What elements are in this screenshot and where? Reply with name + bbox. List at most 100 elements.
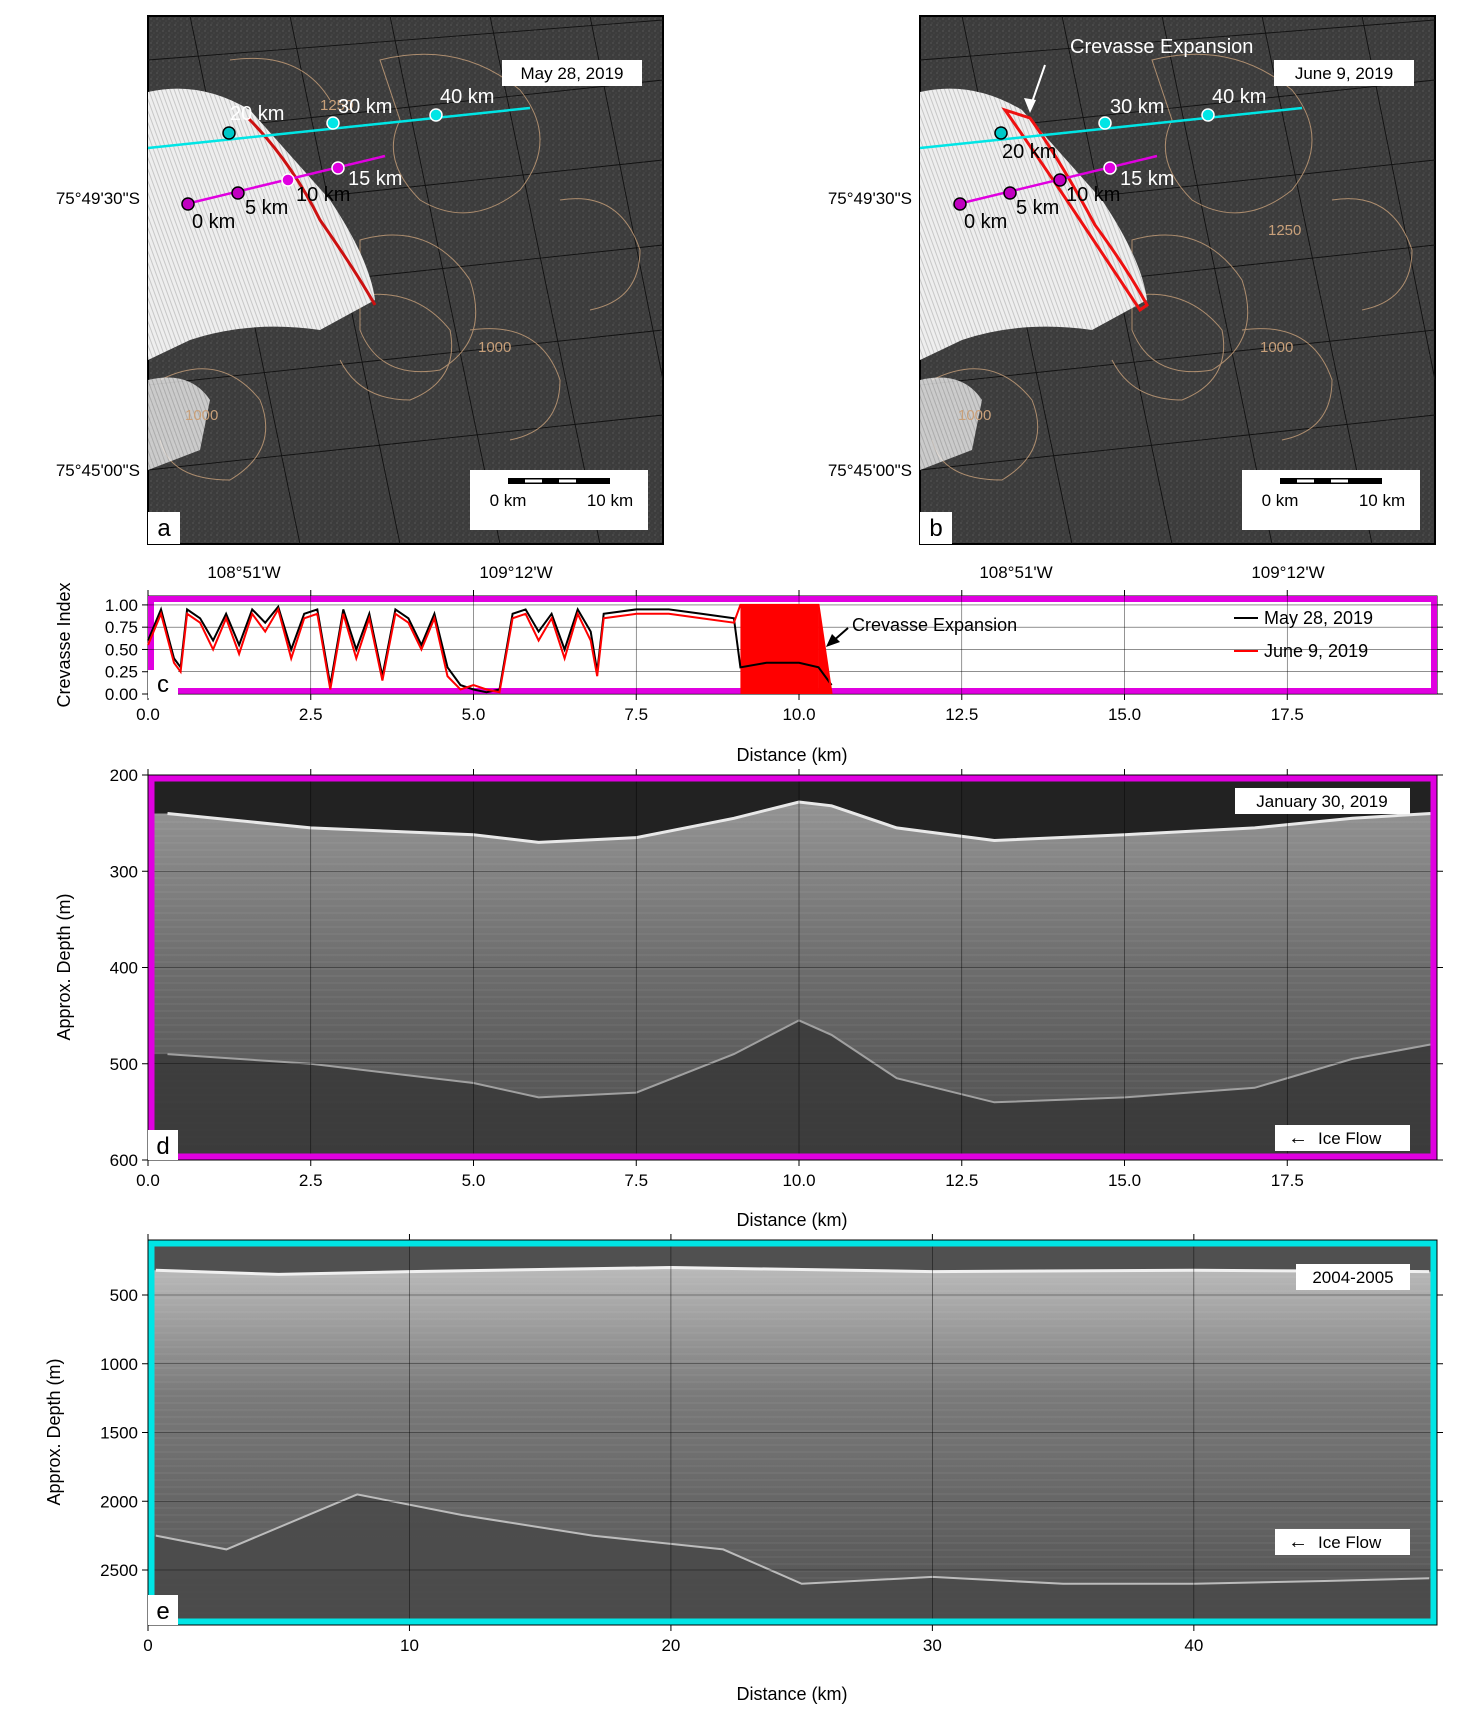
legend-label-may: May 28, 2019 [1264,608,1373,628]
ice-patch-a [148,377,210,470]
lon-label-a-1: 108°51'W [207,563,280,582]
panel-c-ylabel: Crevasse Index [54,582,74,707]
panel-d-xtick-label: 10.0 [782,1171,815,1190]
panel-e-ice-flow-label: Ice Flow [1318,1533,1382,1552]
panel-d-xtick-label: 0.0 [136,1171,160,1190]
panel-e-below-base [148,1494,1437,1625]
panel-e-ytick-label: 1500 [100,1424,138,1443]
panel-c-xlabel: Distance (km) [736,745,847,765]
contour-label-a-1250: 1250 [320,97,353,114]
contour-label-a-1000: 1000 [478,339,511,356]
panel-e-xlabel: Distance (km) [736,1684,847,1704]
panel-c-series [147,603,833,695]
scale-right-b: 10 km [1359,491,1405,510]
panel-d-ytick-label: 200 [110,766,138,785]
panel-d-ice-flow-arrow-icon: ← [1288,1127,1308,1149]
panel-c-ytick-label: 0.25 [105,663,138,682]
date-a: May 28, 2019 [520,64,623,83]
expansion-filled-region [740,604,819,694]
scale-left-a: 0 km [490,491,527,510]
panel-c-xtick-label: 0.0 [136,705,160,724]
panel-d-xtick-label: 5.0 [462,1171,486,1190]
contours-b [931,53,1413,481]
scale-right-a: 10 km [587,491,633,510]
contour-label-a-1000b: 1000 [185,407,218,424]
panel-letter-b: b [929,515,942,542]
panel-e-xtick-label: 10 [400,1636,419,1655]
crevasse-edge-a [246,116,377,306]
track-b-10km: 10 km [1066,184,1120,206]
panel-d-xtick-label: 12.5 [945,1171,978,1190]
panel-e-yticks: 500 1000 1500 2000 2500 [100,1286,1443,1580]
panel-c-ytick-label: 0.00 [105,685,138,704]
panel-e-ytick-label: 500 [110,1286,138,1305]
lat-label-a-1: 75°49'30"S [56,189,140,208]
tracks-a: 20 km 30 km 40 km 0 km 5 km 10 km 15 km [147,86,531,233]
track-b-20km: 20 km [1002,141,1056,163]
lon-label-b-2: 109°12'W [1251,563,1324,582]
panel-d-xtick-label: 15.0 [1108,1171,1141,1190]
panel-d-ylabel: Approx. Depth (m) [54,893,74,1040]
panel-letter-a: a [157,515,171,542]
panel-d-below-base [148,1020,1437,1160]
panel-c-ytick-label: 1.00 [105,596,138,615]
panel-e-base-line [155,1493,1430,1585]
panel-c-xticks: 0.0 2.5 5.0 7.5 10.0 12.5 15.0 17.5 [136,590,1304,724]
panel-d-ytick-label: 500 [110,1055,138,1074]
panel-e-xtick-label: 0 [143,1636,152,1655]
expansion-label-b: Crevasse Expansion [1070,36,1253,58]
panel-e-ytick-label: 2000 [100,1492,138,1511]
contour-label-b-1000: 1000 [1260,339,1293,356]
panel-letter-e: e [156,1598,169,1625]
map-panel-b: Crevasse Expansion June 9, 2019 0 km 10 … [919,15,1436,545]
lat-label-b-1: 75°49'30"S [828,189,912,208]
ice-shelf-a [148,88,375,361]
lat-label-b-2: 75°45'00"S [828,461,912,480]
panel-d: 0.0 2.5 5.0 7.5 10.0 12.5 15.0 17.5 200 300 400 50… [54,766,1443,1230]
lon-label-b-1: 108°51'W [979,563,1052,582]
panel-e-ytick-label: 2500 [100,1561,138,1580]
panel-e-ice-flow-arrow-icon: ← [1288,1531,1308,1553]
track-b-40km: 40 km [1212,86,1266,108]
track-a-0km: 0 km [192,211,235,233]
panel-d-ytick-label: 600 [110,1151,138,1170]
legend-label-june: June 9, 2019 [1264,641,1368,661]
panel-c-xtick-label: 7.5 [624,705,648,724]
panel-e-xtick-label: 20 [661,1636,680,1655]
series-line-june [147,603,833,695]
panel-d-ytick-label: 400 [110,959,138,978]
series-line-may [147,604,833,694]
track-a-10km: 10 km [296,184,350,206]
lat-label-a-2: 75°45'00"S [56,461,140,480]
panel-d-base-line [167,1019,1431,1104]
scale-bar-b: 0 km 10 km [1242,470,1420,530]
contour-label-b-1000b: 1000 [958,407,991,424]
contour-label-b-1250: 1250 [1268,222,1301,239]
panel-c: 0.0 2.5 5.0 7.5 10.0 12.5 15.0 17.5 0.00 0.25 0.5… [54,582,1443,765]
panel-d-yticks: 200 300 400 500 600 [110,766,1443,1170]
date-box-a [502,60,642,86]
panel-e-ylabel: Approx. Depth (m) [44,1358,64,1505]
track-a-30km: 30 km [338,96,392,118]
panel-c-xtick-label: 5.0 [462,705,486,724]
panel-c-ytick-label: 0.50 [105,640,138,659]
date-b: June 9, 2019 [1295,64,1393,83]
panel-c-xtick-label: 2.5 [299,705,323,724]
panel-c-xtick-label: 17.5 [1271,705,1304,724]
contours-a [159,53,641,481]
panel-letter-c: c [157,671,169,698]
panel-c-expansion-fill [740,604,832,694]
panel-d-air-region [148,775,1437,843]
panel-d-ice-flow-label: Ice Flow [1318,1129,1382,1148]
panel-d-magenta-frame [147,774,1438,1161]
map-panel-a: May 28, 2019 0 km 10 km a [147,15,664,545]
ice-patch-b [920,377,982,470]
tracks-b: 20 km 30 km 40 km 0 km 5 km 10 km 15 km [919,86,1303,233]
track-a-20km: 20 km [230,103,284,125]
panel-d-xtick-label: 17.5 [1271,1171,1304,1190]
panel-d-surface-line [167,800,1431,844]
date-box-b [1274,60,1414,86]
panel-d-ytick-label: 300 [110,862,138,881]
